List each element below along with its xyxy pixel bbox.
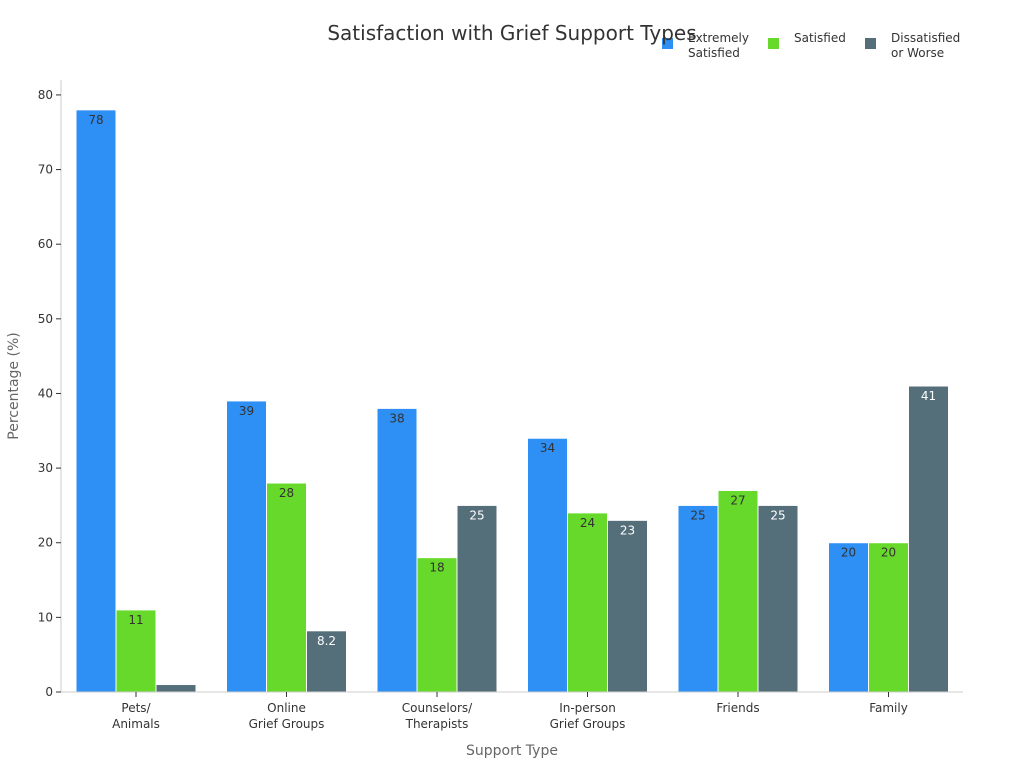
- x-tick-label: Friends: [716, 701, 759, 715]
- bar: [155, 684, 197, 693]
- bar-value-label: 20: [841, 546, 856, 560]
- y-tick-label: 60: [38, 237, 53, 251]
- bar-value-label: 23: [620, 523, 635, 537]
- bar-value-label: 20: [881, 546, 896, 560]
- y-tick-label: 70: [38, 163, 53, 177]
- bar-value-label: 24: [580, 516, 595, 530]
- legend-label: Satisfied: [794, 31, 846, 45]
- chart-title: Satisfaction with Grief Support Types: [327, 21, 696, 45]
- bar-value-label: 11: [128, 613, 143, 627]
- bar-value-label: 78: [88, 113, 103, 127]
- y-tick-label: 20: [38, 536, 53, 550]
- bar: [226, 400, 267, 693]
- bar: [717, 489, 759, 693]
- y-axis-title: Percentage (%): [6, 332, 22, 439]
- labels-layer: 78 39 38 34 25 20 11 28 18 24 27 20 8.2 25 23 25 41: [88, 113, 936, 648]
- bar: [677, 504, 719, 693]
- x-tick-label: Online Grief Groups: [249, 701, 325, 731]
- bar: [607, 519, 648, 693]
- bar: [306, 630, 347, 693]
- bar-value-label: 18: [429, 561, 444, 575]
- bar-value-label: 38: [389, 411, 404, 425]
- legend-label: Dissatisfied or Worse: [891, 31, 960, 60]
- bar: [416, 557, 458, 693]
- x-tick-label: Family: [869, 701, 908, 715]
- bar: [567, 512, 608, 693]
- legend-label: Extremely Satisfied: [688, 31, 749, 60]
- y-tick-label: 10: [38, 610, 53, 624]
- bar-value-label: 34: [540, 441, 555, 455]
- y-tick-label: 30: [38, 461, 53, 475]
- bar-value-label: 25: [690, 508, 705, 522]
- bar-value-label: 25: [469, 508, 484, 522]
- bar-value-label: 28: [279, 486, 294, 500]
- bar-value-label: 25: [770, 508, 785, 522]
- bar: [757, 504, 799, 693]
- bar: [376, 407, 418, 693]
- x-tick-label: In-person Grief Groups: [550, 701, 626, 731]
- bar: [527, 437, 568, 693]
- bar: [75, 109, 117, 693]
- bar: [115, 609, 157, 693]
- axes-layer: 0 10 20 30 40 50 60 70 80 Pets/Animals Online Grief…: [38, 80, 963, 731]
- bar-value-label: 41: [921, 389, 936, 403]
- bar-value-label: 27: [730, 493, 745, 507]
- bar-value-label: 8.2: [317, 634, 336, 648]
- legend-swatch: [662, 38, 673, 49]
- bar: [456, 504, 498, 693]
- x-tick-label: Counselors/Therapists: [402, 701, 473, 731]
- bar: [828, 542, 869, 693]
- bar: [266, 482, 307, 693]
- bars-layer: [75, 109, 949, 693]
- bar: [908, 385, 949, 693]
- y-tick-label: 50: [38, 312, 53, 326]
- y-tick-label: 40: [38, 386, 53, 400]
- y-tick-label: 0: [45, 685, 53, 699]
- bar: [868, 542, 909, 693]
- legend-swatch: [865, 38, 876, 49]
- legend: Extremely Satisfied Satisfied Dissatisfied o…: [662, 31, 960, 60]
- bar-value-label: 39: [239, 404, 254, 418]
- legend-swatch: [768, 38, 779, 49]
- x-axis-title: Support Type: [466, 743, 558, 759]
- y-tick-label: 80: [38, 88, 53, 102]
- x-tick-label: Pets/Animals: [112, 701, 160, 731]
